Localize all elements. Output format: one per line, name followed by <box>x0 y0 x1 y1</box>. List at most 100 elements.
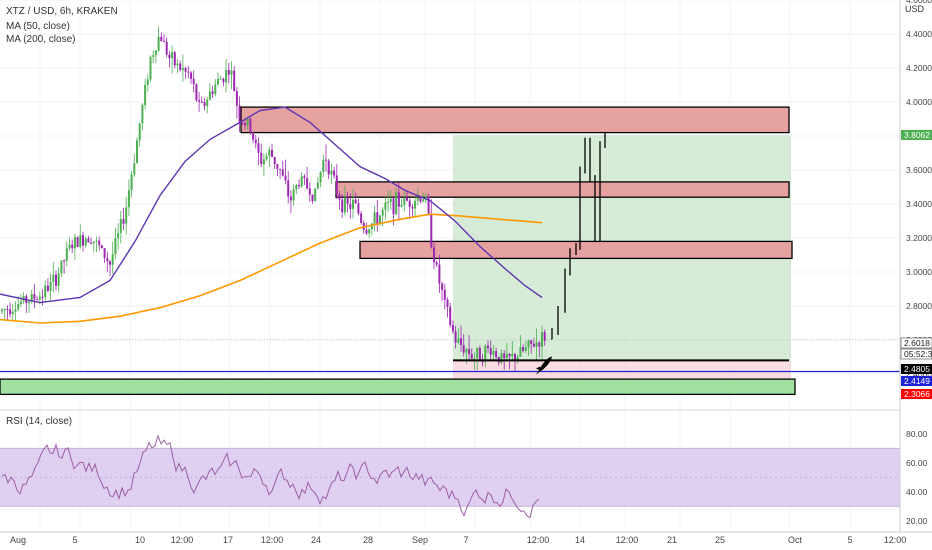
candle-body <box>279 168 282 170</box>
candle-body <box>198 100 201 102</box>
candle-body <box>300 176 303 187</box>
candle-body <box>487 345 489 349</box>
candle-body <box>316 182 319 189</box>
candle-body <box>165 41 168 55</box>
candle-body <box>98 240 101 246</box>
rsi-line <box>1 434 540 519</box>
candle-body <box>36 299 39 301</box>
candle-body <box>176 63 179 66</box>
candle-body <box>462 344 465 353</box>
candle-body <box>524 347 527 351</box>
candle-body <box>46 285 49 291</box>
candle-body <box>389 198 392 203</box>
candle-body <box>478 347 481 362</box>
candle-body <box>235 91 238 106</box>
candle-body <box>408 200 411 207</box>
candle-body <box>357 203 360 214</box>
candle-body <box>505 353 508 359</box>
candle-body <box>349 203 352 209</box>
candle-body <box>41 296 44 298</box>
candle-body <box>109 261 111 265</box>
candle-body <box>222 78 225 83</box>
time-tick-label: Aug <box>10 535 26 545</box>
candle-body <box>136 140 138 164</box>
candle-body <box>30 294 33 302</box>
candle-body <box>92 241 95 244</box>
candle-body <box>308 188 311 195</box>
candle-body <box>73 237 76 249</box>
candle-body <box>17 303 20 310</box>
candle-body <box>63 260 66 262</box>
candle-body <box>230 70 233 75</box>
candle-body <box>55 274 57 286</box>
candle-body <box>365 229 368 234</box>
price-tag-label: 05:52:33 <box>904 349 932 359</box>
support-zone[interactable] <box>0 378 796 396</box>
candle-body <box>538 342 541 347</box>
price-tag-label: 2.6018 <box>904 338 930 348</box>
candle-body <box>119 218 122 233</box>
candle-body <box>379 215 381 225</box>
candle-body <box>6 309 9 311</box>
candle-body <box>411 206 414 209</box>
ma50-line <box>0 106 543 304</box>
candle-body <box>19 301 22 304</box>
ma200-line <box>0 213 543 324</box>
candle-body <box>60 260 63 274</box>
candle-body <box>125 207 128 224</box>
candle-body <box>133 163 136 175</box>
candle-body <box>484 345 487 362</box>
price-tick-label: 4.0000 <box>906 97 932 107</box>
candle-body <box>468 349 471 355</box>
candle-body <box>451 325 454 332</box>
price-tag-label: 3.8062 <box>904 130 930 140</box>
candle-body <box>211 91 214 95</box>
candle-body <box>87 238 90 243</box>
candle-body <box>397 192 400 207</box>
resistance-1-zone[interactable] <box>240 106 790 134</box>
candle-body <box>273 156 276 164</box>
price-tick-label: 4.4000 <box>906 29 932 39</box>
candle-body <box>138 123 141 141</box>
candle-body <box>238 105 241 123</box>
candle-body <box>3 309 6 311</box>
candle-body <box>522 347 525 351</box>
time-tick-label: Sep <box>412 535 428 545</box>
candle-body <box>38 296 41 300</box>
candle-body <box>49 281 52 291</box>
candle-body <box>373 212 376 224</box>
ma50-legend: MA (50, close) <box>6 21 70 32</box>
candle-body <box>206 99 209 107</box>
time-tick-label: 10 <box>135 535 145 545</box>
time-tick-label: 17 <box>223 535 233 545</box>
time-tick-label: 12:00 <box>884 535 907 545</box>
candle-body <box>430 213 433 248</box>
candle-body <box>376 212 379 225</box>
candle-body <box>190 72 192 79</box>
candle-body <box>346 197 349 204</box>
price-tag <box>901 376 932 386</box>
price-tick-label: 3.0000 <box>906 267 932 277</box>
candle-body <box>360 213 363 223</box>
candle-body <box>427 196 430 214</box>
candle-body <box>152 55 155 57</box>
candle-body <box>325 159 327 161</box>
candle-body <box>435 262 438 265</box>
candle-body <box>465 349 468 353</box>
candle-body <box>90 242 93 244</box>
candle-body <box>457 338 460 343</box>
candle-body <box>117 232 120 239</box>
time-tick-label: 25 <box>715 535 725 545</box>
candle-body <box>514 354 516 361</box>
candle-body <box>246 118 249 126</box>
candle-body <box>449 306 452 326</box>
candle-body <box>57 273 60 286</box>
candle-body <box>203 102 206 107</box>
candle-body <box>44 285 47 298</box>
price-axis-background <box>900 0 932 550</box>
candle-body <box>171 52 174 59</box>
candle-body <box>184 67 187 72</box>
time-tick-label: 24 <box>311 535 321 545</box>
candle-body <box>481 361 484 363</box>
